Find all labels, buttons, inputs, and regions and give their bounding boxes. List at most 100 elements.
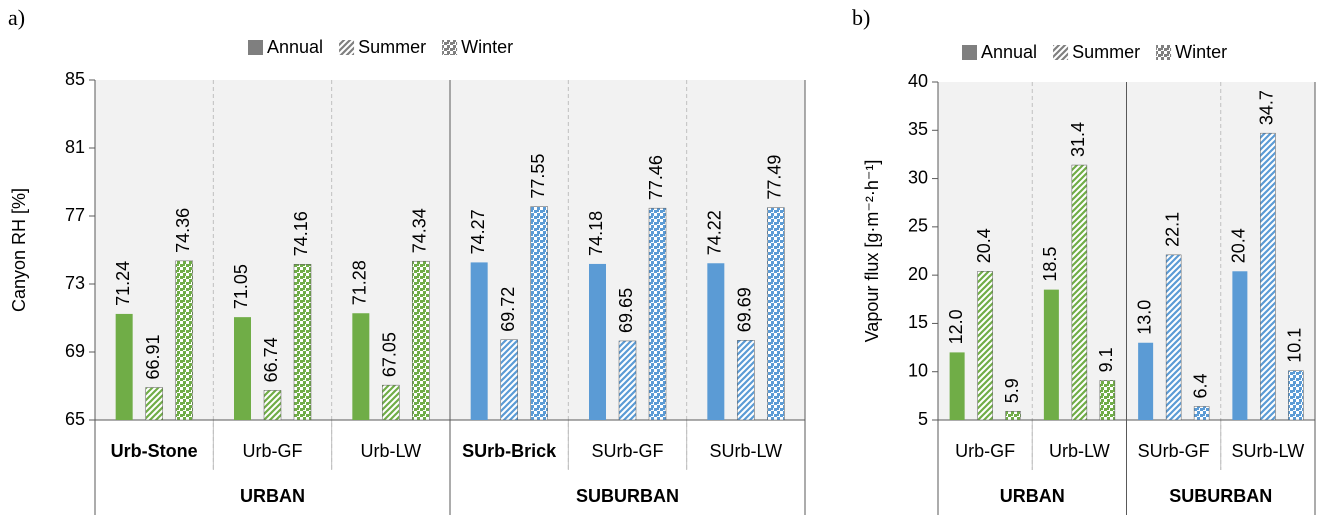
y-tick-label: 20 [908,264,928,284]
bar [1193,406,1210,421]
value-label: 10.1 [1285,328,1305,363]
x-tick-label: Urb-Stone [111,441,198,461]
value-label: 13.0 [1134,300,1154,335]
x-tick-label: SUrb-Brick [462,441,557,461]
y-tick-label: 73 [65,273,85,293]
value-label: 69.69 [735,287,755,332]
bar [530,206,548,421]
y-tick-label: 35 [908,119,928,139]
bar [589,263,606,420]
value-label: 74.36 [173,208,193,253]
bar [382,384,400,421]
value-label: 71.05 [231,264,251,309]
bar [234,317,251,420]
legend-swatch [1053,45,1069,60]
legend-label: Winter [1175,42,1227,62]
value-label: 20.4 [974,228,994,263]
group-label: URBAN [1000,486,1065,506]
bar [1099,380,1116,421]
group-label: SUBURBAN [1169,486,1272,506]
value-label: 67.05 [380,332,400,377]
value-label: 12.0 [946,309,966,344]
legend-label: Annual [981,42,1037,62]
bar [293,264,312,421]
panel-label: a) [8,5,25,30]
value-label: 66.74 [261,337,281,382]
bar [949,352,965,420]
y-tick-label: 65 [65,409,85,429]
value-label: 77.49 [765,155,785,200]
bar [618,340,637,421]
bar [1005,411,1021,421]
y-tick-label: 15 [908,312,928,332]
bar [1232,271,1248,420]
bar [1288,370,1304,421]
value-label: 74.18 [586,211,606,256]
group-label: SUBURBAN [576,486,679,506]
bar [1043,289,1059,420]
value-label: 6.4 [1190,373,1210,398]
value-label: 71.24 [113,261,133,306]
bar [175,260,193,421]
value-label: 31.4 [1068,122,1088,157]
value-label: 77.46 [646,155,666,200]
bar [1260,132,1276,421]
value-label: 74.22 [705,210,725,255]
legend-label: Summer [358,37,426,57]
x-tick-label: Urb-GF [955,441,1015,461]
bar [263,390,282,421]
x-tick-label: SUrb-LW [709,441,782,461]
y-axis-title: Canyon RH [%] [9,188,29,312]
bar [977,271,993,421]
bar [1138,342,1154,420]
x-tick-label: Urb-GF [243,441,303,461]
bar [1165,254,1182,421]
y-tick-label: 40 [908,71,928,91]
value-label: 9.1 [1096,347,1116,372]
bar [1071,164,1088,421]
y-tick-label: 10 [908,360,928,380]
value-label: 69.65 [616,288,636,333]
value-label: 20.4 [1229,228,1249,263]
y-tick-label: 81 [65,137,85,157]
bar [500,339,518,421]
legend-swatch [1156,45,1172,60]
value-label: 74.34 [410,208,430,253]
value-label: 5.9 [1002,378,1022,403]
value-label: 66.91 [143,334,163,379]
y-tick-label: 69 [65,341,85,361]
y-axis-title: Vapour flux [g·m⁻²·h⁻¹] [862,160,882,343]
value-label: 22.1 [1162,212,1182,247]
legend-swatch [962,45,977,60]
legend-swatch [442,40,458,55]
value-label: 34.7 [1257,90,1277,125]
y-tick-label: 85 [65,69,85,89]
x-tick-label: Urb-LW [1049,441,1110,461]
value-label: 69.72 [498,287,518,332]
bar [707,263,725,420]
value-label: 77.55 [528,154,548,199]
value-label: 74.16 [291,211,311,256]
bar [352,313,370,420]
value-label: 18.5 [1040,247,1060,282]
x-tick-label: SUrb-GF [592,441,664,461]
group-label: URBAN [240,486,305,506]
legend-label: Winter [461,37,513,57]
legend-swatch [339,40,355,55]
legend-swatch [248,40,263,55]
y-tick-label: 30 [908,167,928,187]
x-tick-label: SUrb-LW [1232,441,1305,461]
bar [145,387,163,421]
value-label: 74.27 [468,209,488,254]
y-tick-label: 25 [908,216,928,236]
bar [470,262,488,420]
x-tick-label: SUrb-GF [1138,441,1210,461]
bar [412,260,430,421]
value-label: 71.28 [350,260,370,305]
legend-label: Annual [267,37,323,57]
y-tick-label: 5 [918,409,928,429]
bar [767,207,785,421]
x-tick-label: Urb-LW [360,441,421,461]
y-tick-label: 77 [65,205,85,225]
